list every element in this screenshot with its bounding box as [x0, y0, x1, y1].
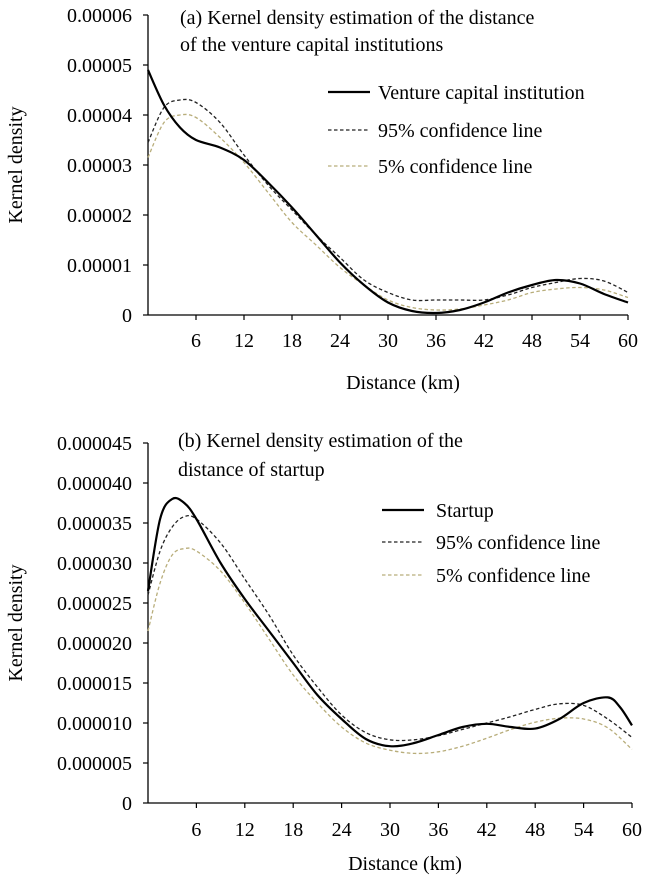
- y-tick-label: 0.000015: [57, 673, 132, 695]
- y-axis-title: Kernel density: [5, 564, 27, 681]
- y-tick-label: 0.000025: [57, 593, 132, 615]
- y-tick-label: 0.00006: [67, 5, 132, 27]
- y-tick-label: 0.00005: [67, 55, 132, 77]
- legend-label: Venture capital institution: [378, 82, 585, 104]
- y-tick-label: 0.00001: [67, 255, 132, 277]
- x-tick-label: 42: [477, 819, 497, 841]
- chart-title-line-1: (b) Kernel density estimation of the: [178, 430, 463, 452]
- x-tick-label: 30: [380, 819, 400, 841]
- y-tick-label: 0: [122, 793, 132, 815]
- y-tick-label: 0.000035: [57, 513, 132, 535]
- x-tick-label: 6: [191, 819, 201, 841]
- x-tick-label: 18: [283, 819, 303, 841]
- legend-label: 95% confidence line: [436, 532, 600, 554]
- legend-label: 5% confidence line: [378, 156, 532, 178]
- series-line-2: [147, 547, 633, 755]
- y-tick-label: 0.000020: [57, 633, 132, 655]
- x-tick-label: 24: [330, 330, 350, 352]
- series-line-2: [147, 113, 629, 311]
- legend-label: Startup: [436, 500, 494, 522]
- series-line-1: [147, 98, 629, 302]
- x-tick-label: 54: [570, 330, 590, 352]
- chart-panel-b: 0 0.000005 0.000010 0.000015 0.000020 0.00002…: [5, 430, 642, 875]
- x-tick-label: 24: [332, 819, 352, 841]
- y-tick-label: 0.000010: [57, 713, 132, 735]
- x-tick-label: 36: [426, 330, 446, 352]
- chart-title-line-1: (a) Kernel density estimation of the dis…: [180, 7, 534, 29]
- series-line-1: [147, 514, 633, 742]
- y-axis-title: Kernel density: [5, 106, 27, 223]
- x-tick-label: 12: [234, 330, 254, 352]
- x-axis-title: Distance (km): [346, 372, 460, 394]
- x-tick-label: 42: [474, 330, 494, 352]
- series-line-0: [146, 69, 629, 315]
- x-tick-label: 48: [525, 819, 545, 841]
- legend: Venture capital institution 95% confidenc…: [328, 82, 585, 178]
- x-tick-label: 18: [282, 330, 302, 352]
- y-tick-label: 0.000040: [57, 473, 132, 495]
- legend-label: 5% confidence line: [436, 565, 590, 587]
- series-line-0: [146, 496, 633, 748]
- legend: Startup 95% confidence line 5% confidence …: [382, 500, 600, 587]
- x-tick-label: 36: [428, 819, 448, 841]
- x-tick-label: 12: [235, 819, 255, 841]
- x-axis-title: Distance (km): [348, 853, 462, 875]
- y-tick-label: 0.00002: [67, 205, 132, 227]
- y-tick-label: 0.00004: [67, 105, 132, 127]
- legend-label: 95% confidence line: [378, 120, 542, 142]
- x-tick-label: 6: [191, 330, 201, 352]
- x-tick-label: 60: [622, 819, 642, 841]
- x-tick-label: 54: [574, 819, 594, 841]
- y-tick-label: 0.00003: [67, 155, 132, 177]
- chart-title-line-2: distance of startup: [178, 459, 325, 481]
- x-tick-label: 30: [378, 330, 398, 352]
- x-tick-label: 48: [522, 330, 542, 352]
- y-tick-label: 0.000045: [57, 433, 132, 455]
- chart-panel-a: 0 0.00001 0.00002 0.00003 0.00004 0.00005 0.00…: [5, 5, 638, 394]
- y-tick-label: 0.000030: [57, 553, 132, 575]
- chart-title-line-2: of the venture capital institutions: [180, 34, 443, 56]
- y-tick-label: 0.000005: [57, 753, 132, 775]
- y-tick-label: 0: [122, 305, 132, 327]
- x-tick-label: 60: [618, 330, 638, 352]
